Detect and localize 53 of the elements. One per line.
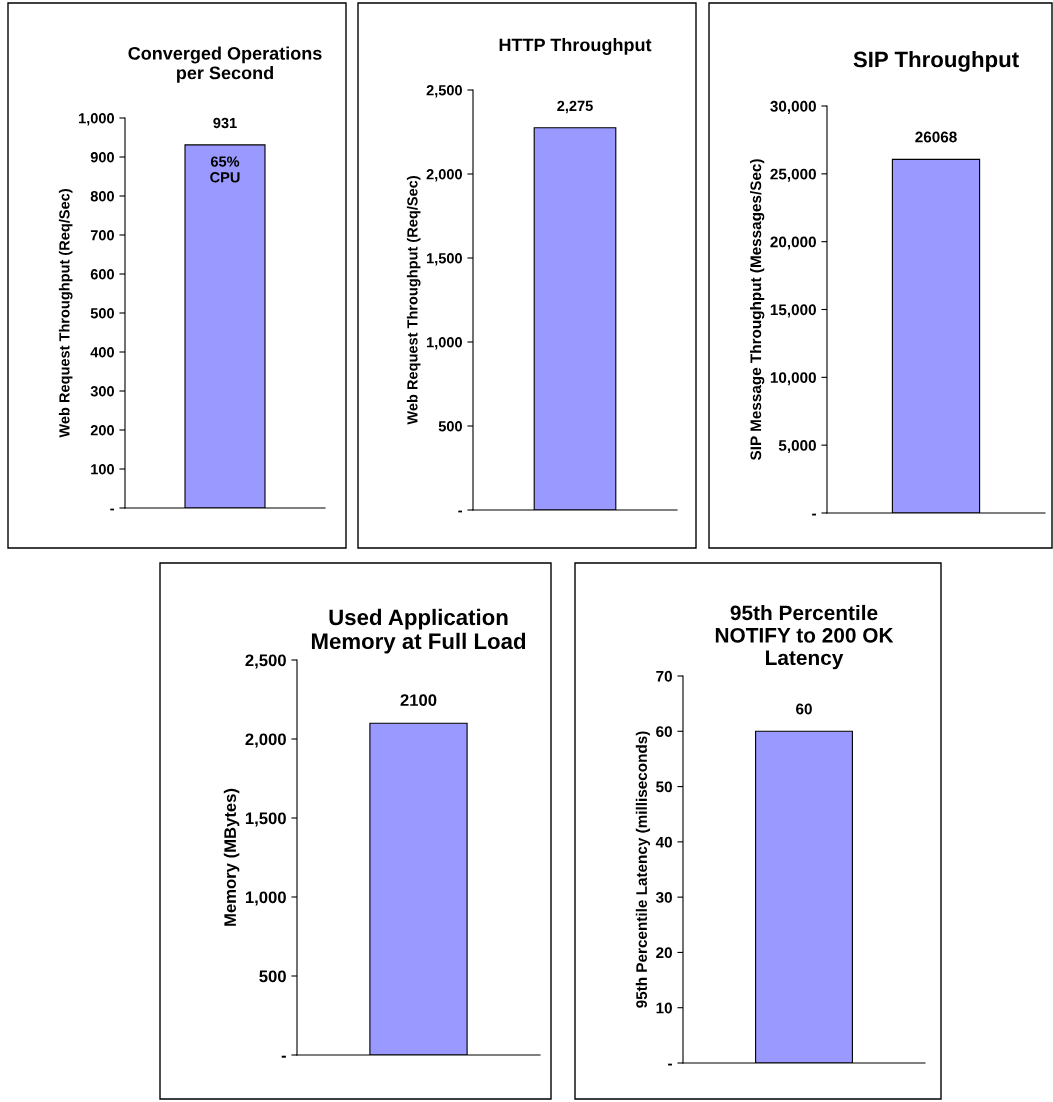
y-tick-label: 500 (90, 308, 114, 319)
y-tick-label: 2,000 (245, 733, 286, 748)
y-tick-label: 20 (656, 947, 672, 959)
chart-title: SIP Throughput (853, 51, 1019, 72)
y-tick-label: 400 (90, 347, 114, 358)
y-tick-label: 70 (656, 670, 672, 682)
y-tick-label: 200 (90, 425, 114, 436)
y-tick-label: - (668, 1063, 672, 1066)
y-axis-title: Web Request Throughput (Req/Sec) (406, 176, 421, 425)
y-tick-label: - (110, 508, 114, 511)
y-axis-title: Memory (MBytes) (223, 788, 240, 926)
y-tick-label: 2,500 (245, 654, 286, 669)
y-tick-label: 1,500 (427, 253, 462, 266)
y-tick-label: 60 (656, 726, 672, 737)
y-tick-label: 20,000 (770, 236, 816, 250)
data-label: 26068 (915, 131, 957, 143)
y-tick-label: 500 (259, 970, 286, 983)
y-tick-label: - (458, 510, 462, 513)
y-tick-label: 1,000 (79, 113, 114, 126)
y-tick-label: 15,000 (770, 304, 816, 318)
y-tick-label: 1,000 (245, 891, 286, 906)
y-axis-title: Web Request Throughput (Req/Sec) (58, 189, 73, 438)
y-tick-label: 800 (90, 191, 114, 202)
y-tick-label: 30,000 (770, 100, 816, 114)
chart-title: 95th Percentile NOTIFY to 200 OK Latency (715, 604, 894, 670)
y-tick-label: 50 (656, 781, 672, 793)
data-label: 2,275 (557, 100, 593, 114)
y-tick-label: 100 (91, 464, 114, 475)
data-label: 931 (213, 117, 237, 129)
y-tick-label: 1,500 (245, 812, 286, 827)
y-tick-label: 1,000 (427, 337, 462, 350)
y-tick-label: 700 (90, 230, 114, 241)
y-tick-label: 900 (90, 152, 114, 163)
chart-title: Used Application Memory at Full Load (311, 608, 526, 654)
chart-title: HTTP Throughput (499, 38, 652, 55)
y-tick-label: 2,500 (426, 85, 462, 98)
y-tick-label: 10,000 (770, 372, 816, 386)
y-tick-label: 30 (655, 892, 672, 903)
y-tick-label: 600 (90, 269, 114, 280)
y-tick-label: 40 (655, 836, 672, 848)
y-tick-label: 300 (90, 386, 114, 397)
y-tick-label: 2,000 (426, 169, 462, 182)
y-tick-label: 10 (656, 1002, 672, 1014)
y-tick-label: 5,000 (778, 440, 816, 454)
data-label: 2100 (400, 694, 437, 707)
y-tick-label: 500 (438, 421, 462, 432)
y-axis-title: SIP Message Throughput (Messages/Sec) (750, 159, 765, 461)
y-axis-title: 95th Percentile Latency (milliseconds) (635, 731, 651, 1008)
y-tick-label: 25,000 (770, 168, 816, 182)
y-tick-label: - (812, 513, 816, 516)
annotation: 65% CPU (210, 156, 240, 183)
chart-title: Converged Operations per Second (128, 46, 322, 83)
y-tick-label: - (281, 1055, 286, 1058)
